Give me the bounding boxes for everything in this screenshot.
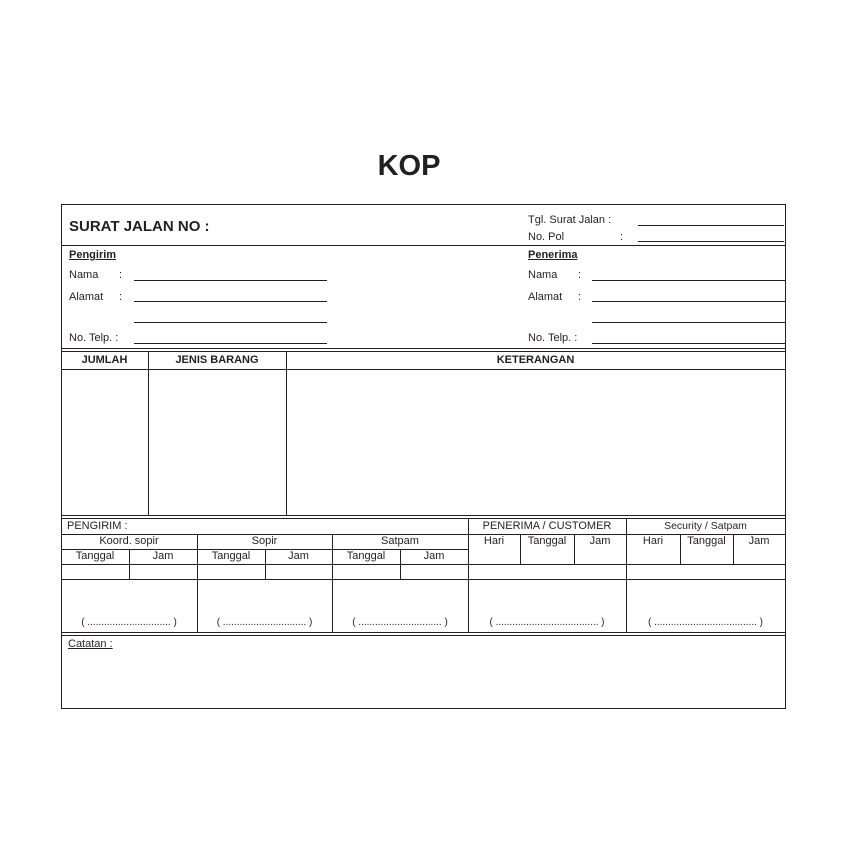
tgl-field[interactable] (638, 225, 784, 226)
col-divider (265, 549, 266, 579)
col-divider (733, 534, 734, 564)
col-jumlah: JUMLAH (81, 354, 128, 366)
koord-sopir: Koord. sopir (99, 535, 159, 547)
pengirim-nama-field[interactable] (134, 280, 327, 281)
col-divider (148, 351, 149, 515)
pengirim-telp-field[interactable] (134, 343, 327, 344)
col-divider (129, 549, 130, 579)
colon: : (119, 291, 123, 303)
divider (61, 518, 785, 519)
jam: Jam (152, 550, 174, 562)
signature-satpam[interactable]: ( .............................. ) (352, 617, 448, 628)
jam: Jam (423, 550, 445, 562)
hari: Hari (483, 535, 505, 547)
sign-penerima: PENERIMA / CUSTOMER (482, 520, 612, 532)
divider (61, 579, 785, 580)
signature-security[interactable]: ( ..................................... … (647, 617, 763, 628)
nopol-label: No. Pol (528, 231, 565, 243)
satpam: Satpam (381, 535, 419, 547)
signature-sopir[interactable]: ( .............................. ) (216, 617, 313, 628)
tanggal: Tanggal (211, 550, 251, 562)
divider (61, 351, 785, 352)
colon: : (578, 291, 582, 303)
col-divider (468, 518, 469, 632)
kop-title: KOP (377, 150, 441, 182)
penerima-telp-label: No. Telp. : (528, 332, 578, 344)
jam: Jam (748, 535, 770, 547)
divider (61, 245, 785, 246)
pengirim-alamat-field-2[interactable] (134, 322, 327, 323)
divider (61, 564, 785, 565)
penerima-heading: Penerima (528, 249, 578, 261)
col-divider (626, 518, 627, 632)
jam: Jam (589, 535, 611, 547)
pengirim-alamat-field[interactable] (134, 301, 327, 302)
tgl-label: Tgl. Surat Jalan : (528, 214, 612, 226)
divider (61, 369, 785, 370)
divider (61, 534, 785, 535)
signature-koord-sopir[interactable]: ( .............................. ) (81, 617, 177, 628)
jam: Jam (288, 550, 309, 562)
hari: Hari (642, 535, 664, 547)
penerima-alamat-field-2[interactable] (592, 322, 785, 323)
tanggal: Tanggal (346, 550, 386, 562)
col-divider (400, 549, 401, 579)
col-divider (520, 534, 521, 564)
col-divider (574, 534, 575, 564)
colon: : (119, 269, 123, 281)
sign-security: Security / Satpam (664, 520, 747, 532)
col-keterangan: KETERANGAN (496, 354, 575, 366)
signature-penerima[interactable]: ( ..................................... … (489, 617, 605, 628)
sign-pengirim: PENGIRIM : (67, 520, 128, 532)
divider (61, 632, 785, 633)
tanggal: Tanggal (687, 535, 726, 547)
pengirim-heading: Pengirim (69, 249, 117, 261)
divider (61, 549, 468, 550)
col-divider (286, 351, 287, 515)
surat-jalan-title: SURAT JALAN NO : (69, 218, 210, 235)
tanggal: Tanggal (527, 535, 567, 547)
divider (61, 515, 785, 516)
col-divider (197, 534, 198, 632)
col-divider (680, 534, 681, 564)
nopol-colon: : (620, 231, 624, 243)
tanggal: Tanggal (75, 550, 115, 562)
pengirim-telp-label: No. Telp. : (69, 332, 119, 344)
col-jenis-barang: JENIS BARANG (175, 354, 259, 366)
sopir: Sopir (251, 535, 278, 547)
penerima-telp-field[interactable] (592, 343, 785, 344)
penerima-alamat-label: Alamat (528, 291, 563, 303)
pengirim-nama-label: Nama (69, 269, 99, 281)
divider (61, 635, 785, 636)
penerima-nama-field[interactable] (592, 280, 785, 281)
form-frame (61, 204, 786, 709)
penerima-nama-label: Nama (528, 269, 558, 281)
nopol-field[interactable] (638, 241, 784, 242)
catatan-field[interactable] (62, 652, 784, 707)
penerima-alamat-field[interactable] (592, 301, 785, 302)
pengirim-alamat-label: Alamat (69, 291, 104, 303)
catatan-label: Catatan : (68, 638, 113, 650)
col-divider (332, 534, 333, 632)
divider (61, 348, 785, 349)
colon: : (578, 269, 582, 281)
